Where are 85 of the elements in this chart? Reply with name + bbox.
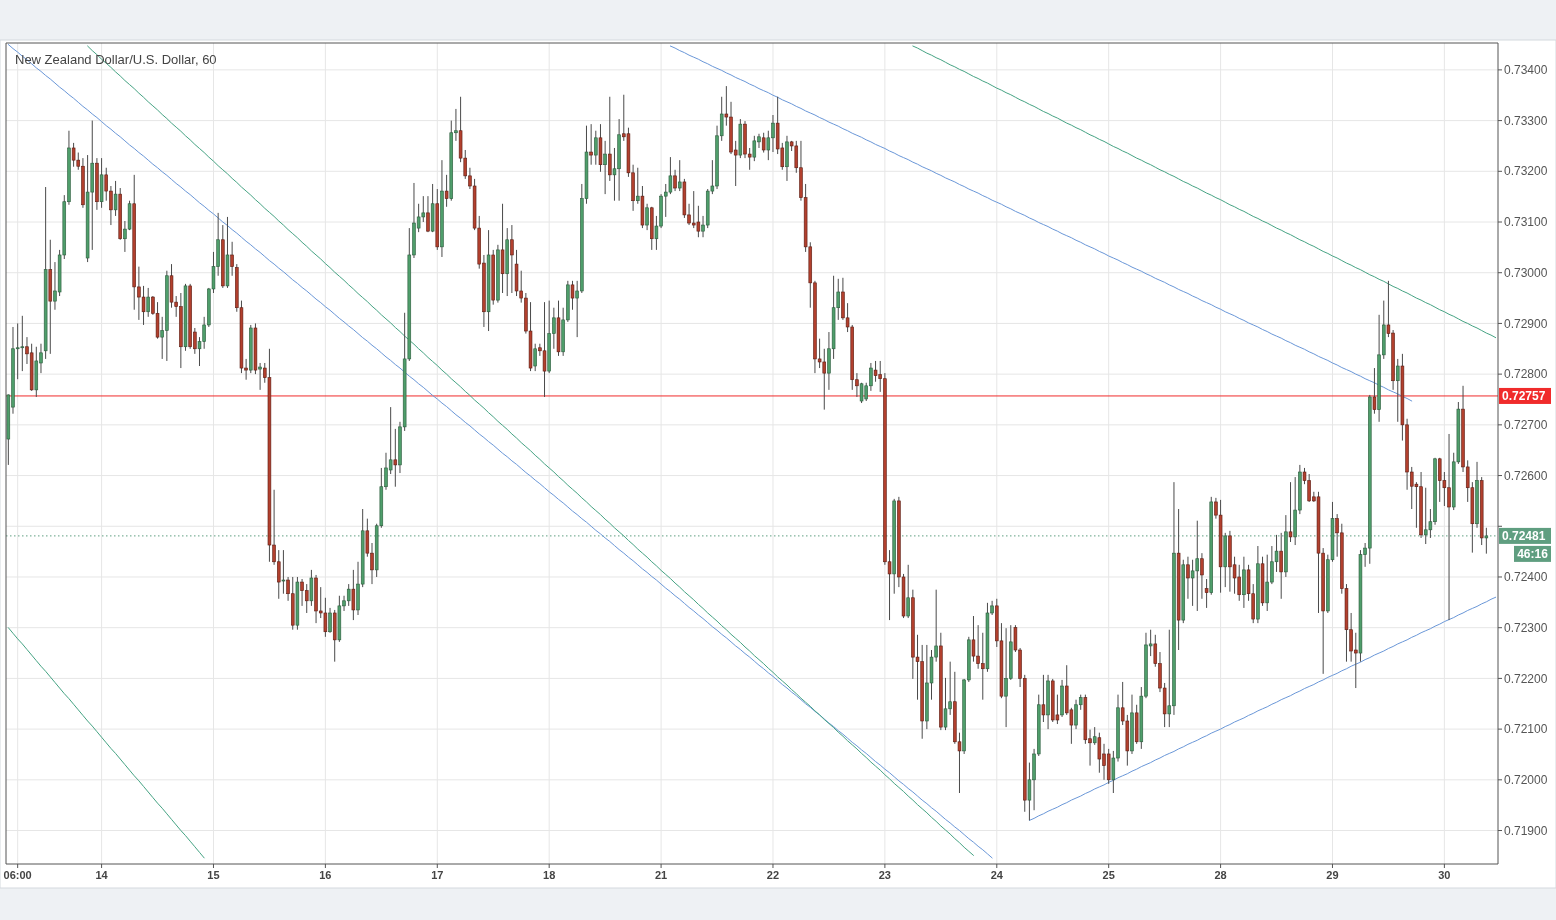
line-series (912, 45, 1497, 339)
y-tick-label: 0.72200 (1504, 671, 1548, 686)
candlestick (1484, 527, 1489, 555)
candlestick (594, 130, 598, 166)
y-tick-label: 0.73300 (1504, 113, 1548, 128)
candlestick (822, 348, 827, 411)
x-tick-label: 06:00 (3, 869, 32, 881)
x-tick-label: 14 (95, 869, 109, 881)
candlestick (906, 564, 910, 619)
candlestick (1041, 674, 1046, 723)
y-tick-label: 0.73400 (1504, 63, 1548, 78)
candlestick (645, 203, 649, 231)
line-series (669, 45, 1413, 402)
y-tick-label: 0.72000 (1504, 773, 1548, 788)
candlestick (761, 132, 766, 154)
y-tick-label: 0.73200 (1504, 164, 1548, 179)
x-tick-label: 21 (654, 869, 668, 881)
x-tick-label: 18 (543, 869, 556, 881)
candlestick (71, 142, 76, 168)
y-tick-label: 0.72300 (1504, 620, 1548, 635)
line-series (7, 627, 205, 859)
candlestick (346, 583, 351, 607)
y-tick-label: 0.72800 (1504, 367, 1548, 382)
y-tick-label: 0.71900 (1504, 823, 1548, 838)
text: 46:16 (1517, 547, 1549, 562)
candlestick (444, 174, 449, 208)
candlestick (608, 96, 612, 182)
y-tick-label: 0.73000 (1504, 265, 1548, 280)
y-tick-label: 0.72400 (1504, 570, 1548, 585)
candlestick (1372, 367, 1377, 415)
candlestick (603, 140, 607, 195)
candlestick (1195, 520, 1200, 612)
candlestick (20, 315, 25, 372)
candlestick (309, 569, 314, 607)
y-tick-label: 0.72700 (1504, 418, 1548, 433)
candlestick (636, 167, 640, 205)
candlestick (1279, 532, 1283, 600)
ref-line-label: 0.72757 (1502, 389, 1546, 404)
x-tick-label: 22 (766, 869, 780, 881)
candlestick (1186, 556, 1190, 600)
candlestick (752, 135, 757, 162)
candlestick (328, 607, 332, 634)
candlestick (1190, 559, 1195, 607)
candlestick (1437, 457, 1442, 503)
y-tick-label: 0.72900 (1504, 316, 1548, 331)
candlestick (351, 569, 356, 621)
candlestick (873, 360, 878, 383)
x-tick-label: 17 (431, 869, 444, 881)
candlestick (668, 156, 673, 195)
x-tick-label: 16 (319, 869, 332, 881)
x-tick-label: 28 (1214, 869, 1227, 881)
candlestick (113, 180, 118, 217)
y-tick-label: 0.72600 (1504, 468, 1548, 483)
candlestick (1396, 358, 1400, 423)
candlestick (589, 123, 593, 166)
x-tick-label: 15 (207, 869, 220, 881)
candlestick (426, 195, 430, 233)
candlestick (500, 203, 505, 294)
candlestick (691, 190, 696, 229)
candlestick (230, 241, 234, 277)
x-tick-label: 30 (1438, 869, 1451, 881)
candlestick (323, 597, 328, 638)
candlestick (304, 583, 309, 614)
x-tick-label: 24 (990, 869, 1004, 881)
candlestick (281, 549, 286, 595)
candlestick (943, 677, 948, 731)
candlestick (258, 362, 262, 391)
candlestick (533, 343, 537, 372)
y-tick-label: 0.72100 (1504, 722, 1548, 737)
candlestick (1423, 487, 1428, 545)
candlestick (1288, 481, 1293, 543)
candlestick (673, 169, 677, 192)
ref-line-label: 0.72481 (1502, 529, 1546, 544)
x-tick-label: 23 (878, 869, 892, 881)
x-tick-label: 29 (1326, 869, 1339, 881)
line-series (1028, 596, 1497, 821)
candlestick (696, 205, 701, 238)
candlestick (542, 301, 547, 398)
candlestick (570, 280, 575, 311)
candlestick (677, 159, 682, 192)
candlestick (1097, 732, 1102, 774)
y-tick-label: 0.73100 (1504, 215, 1548, 230)
x-tick-label: 25 (1102, 869, 1115, 881)
candlestick (146, 287, 150, 318)
candlestick (393, 428, 398, 488)
